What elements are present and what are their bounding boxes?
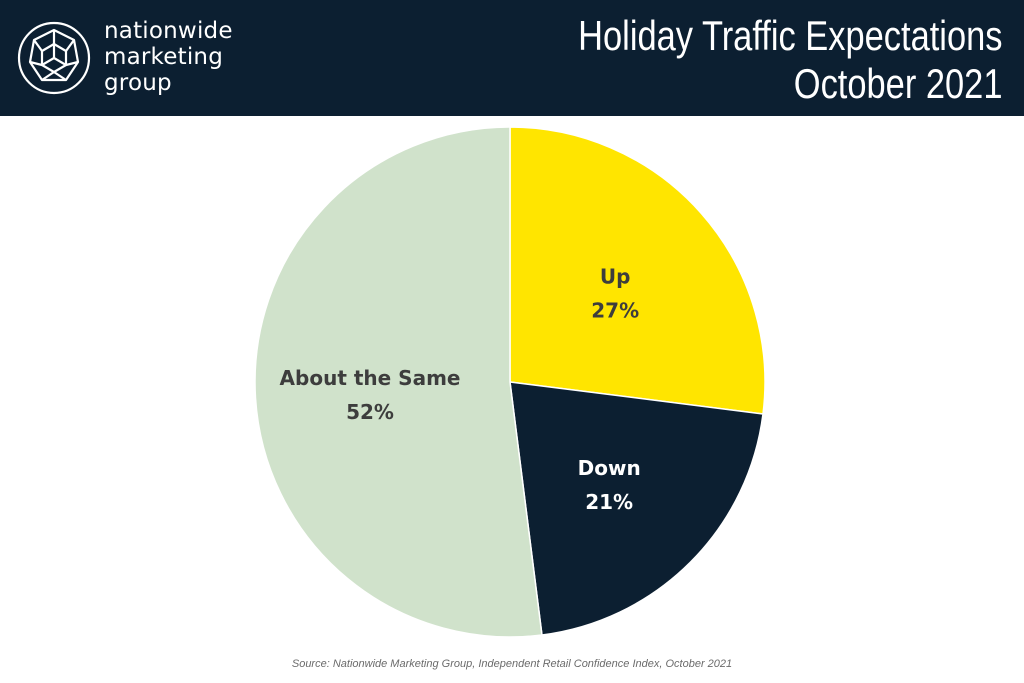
header-bar: nationwide marketing group Holiday Traff… xyxy=(0,0,1024,116)
slice-value-1: 21% xyxy=(585,490,633,514)
title-line-2: October 2021 xyxy=(793,60,1002,107)
pie-slice-up xyxy=(509,126,766,415)
logo-line-1: nationwide xyxy=(104,18,233,44)
page-title: Holiday Traffic Expectations October 202… xyxy=(578,12,1002,108)
slice-label-1: Down xyxy=(578,456,641,480)
title-line-1: Holiday Traffic Expectations xyxy=(577,12,1002,59)
geodesic-sphere-icon xyxy=(17,21,91,95)
pie-slice-about-the-same xyxy=(254,126,543,638)
slice-label-2: About the Same xyxy=(280,366,461,390)
slice-value-2: 52% xyxy=(346,400,394,424)
logo-line-2: marketing xyxy=(104,44,223,70)
pie-slice-down xyxy=(509,381,764,636)
logo-line-3: group xyxy=(104,70,172,96)
source-note: Source: Nationwide Marketing Group, Inde… xyxy=(291,658,733,670)
logo-wordmark: nationwide marketing group xyxy=(104,18,233,96)
slice-label-0: Up xyxy=(600,264,631,288)
pie-chart: Up 27% Down 21% About the Same 52% xyxy=(254,126,766,638)
slice-value-0: 27% xyxy=(591,298,639,322)
